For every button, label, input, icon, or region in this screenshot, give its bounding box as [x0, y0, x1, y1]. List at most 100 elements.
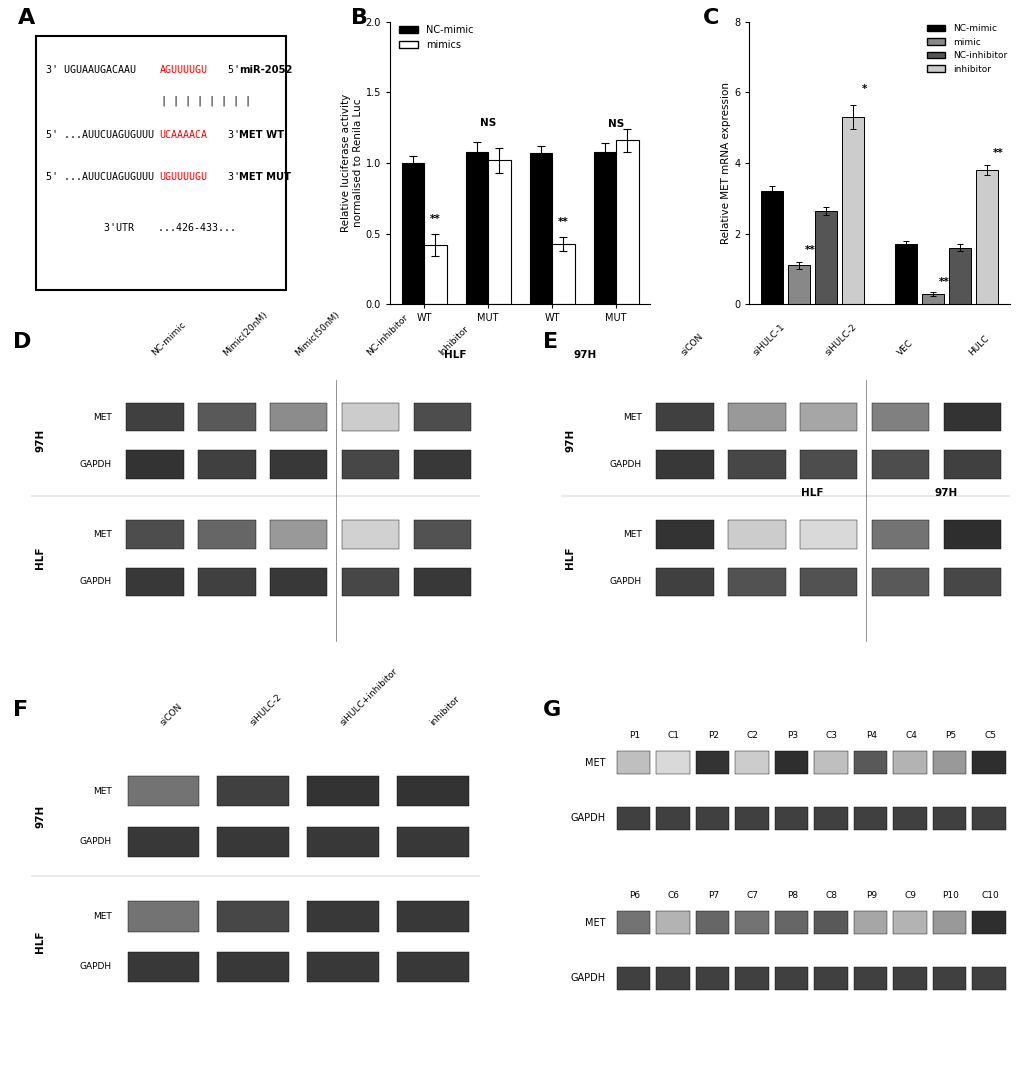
Bar — [813, 911, 847, 934]
Bar — [813, 751, 847, 774]
Bar — [893, 967, 926, 989]
Bar — [615, 807, 649, 829]
Bar — [799, 403, 857, 432]
Text: **: ** — [430, 214, 440, 224]
Text: C7: C7 — [746, 891, 758, 900]
Bar — [127, 776, 200, 807]
Text: C4: C4 — [904, 732, 916, 740]
Text: P6: P6 — [628, 891, 639, 900]
Bar — [853, 807, 887, 829]
Text: GAPDH: GAPDH — [79, 460, 111, 468]
Bar — [735, 807, 768, 829]
Bar — [943, 450, 1001, 478]
Text: MET MUT: MET MUT — [238, 172, 290, 183]
Bar — [788, 265, 809, 304]
Bar — [971, 751, 1005, 774]
Bar — [695, 967, 729, 989]
Text: B: B — [351, 8, 368, 27]
Text: VEC: VEC — [895, 338, 914, 358]
Bar — [127, 826, 200, 857]
Bar — [126, 521, 183, 549]
Text: MET: MET — [93, 530, 111, 539]
Bar — [198, 450, 256, 478]
Bar — [871, 567, 928, 596]
Text: siHULC-2: siHULC-2 — [823, 323, 858, 358]
Text: C6: C6 — [667, 891, 679, 900]
Bar — [813, 967, 847, 989]
Text: C1: C1 — [667, 732, 679, 740]
Bar — [198, 567, 256, 596]
Y-axis label: Relative luciferase activity
normalised to Renila Luc: Relative luciferase activity normalised … — [341, 93, 363, 233]
Text: UGUUUUGU: UGUUUUGU — [159, 172, 207, 183]
Text: G: G — [542, 700, 560, 720]
Text: Inhibitor: Inhibitor — [437, 324, 470, 358]
Text: **: ** — [557, 216, 569, 227]
Text: F: F — [12, 700, 28, 720]
Text: **: ** — [937, 277, 949, 287]
Text: C2: C2 — [746, 732, 758, 740]
Text: MET: MET — [93, 413, 111, 422]
Text: P5: P5 — [944, 732, 955, 740]
Text: HLF: HLF — [35, 930, 45, 953]
Text: P10: P10 — [942, 891, 958, 900]
Bar — [773, 751, 807, 774]
Bar — [814, 211, 837, 304]
Bar — [971, 967, 1005, 989]
Text: MET: MET — [93, 912, 111, 921]
Bar — [414, 521, 471, 549]
Bar — [127, 901, 200, 932]
Text: HLF: HLF — [565, 547, 575, 570]
Text: C: C — [702, 8, 718, 27]
Bar — [871, 450, 928, 478]
Bar — [396, 952, 469, 983]
Bar — [735, 911, 768, 934]
Bar — [396, 776, 469, 807]
Bar — [894, 245, 916, 304]
Bar — [921, 293, 943, 304]
Bar — [853, 751, 887, 774]
Bar — [307, 776, 379, 807]
Text: AGUUUUGU: AGUUUUGU — [159, 65, 207, 75]
Text: UCAAAACA: UCAAAACA — [159, 129, 207, 140]
Bar — [396, 826, 469, 857]
Text: GAPDH: GAPDH — [570, 973, 605, 984]
Bar — [270, 403, 327, 432]
Bar — [943, 403, 1001, 432]
Bar — [943, 521, 1001, 549]
Bar — [893, 751, 926, 774]
Bar — [341, 521, 398, 549]
Bar — [217, 952, 289, 983]
Text: siHULC-1: siHULC-1 — [751, 323, 787, 358]
Bar — [773, 807, 807, 829]
Bar — [414, 567, 471, 596]
Text: siCON: siCON — [159, 702, 184, 728]
Bar — [217, 826, 289, 857]
Text: C3: C3 — [825, 732, 837, 740]
Bar — [126, 567, 183, 596]
Bar — [414, 450, 471, 478]
Bar — [198, 521, 256, 549]
Text: D: D — [12, 332, 31, 351]
Text: GAPDH: GAPDH — [608, 460, 641, 468]
Bar — [307, 826, 379, 857]
Bar — [655, 967, 689, 989]
Bar — [773, 911, 807, 934]
Text: HLF: HLF — [443, 350, 466, 360]
Bar — [341, 567, 398, 596]
Text: MET: MET — [585, 758, 605, 767]
Text: siCON: siCON — [680, 332, 705, 358]
Bar — [842, 117, 863, 304]
Bar — [728, 403, 785, 432]
Text: **: ** — [804, 245, 815, 255]
Bar — [971, 807, 1005, 829]
Text: P7: P7 — [707, 891, 718, 900]
Text: GAPDH: GAPDH — [79, 837, 111, 847]
Bar — [735, 751, 768, 774]
Text: C10: C10 — [980, 891, 998, 900]
Text: GAPDH: GAPDH — [608, 577, 641, 586]
Bar — [871, 521, 928, 549]
Bar — [931, 807, 965, 829]
Text: NC-mimic: NC-mimic — [150, 321, 187, 358]
Bar — [728, 567, 785, 596]
Text: P3: P3 — [786, 732, 797, 740]
